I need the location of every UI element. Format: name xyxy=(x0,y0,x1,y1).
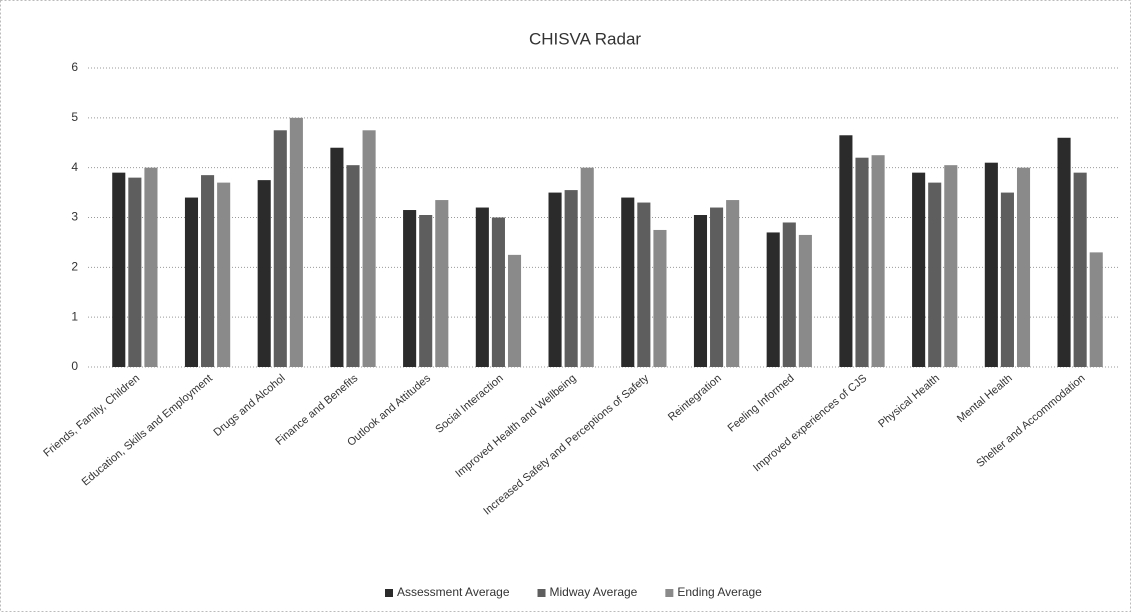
bar xyxy=(984,162,998,367)
bar xyxy=(710,207,724,367)
bar xyxy=(475,207,489,367)
bar xyxy=(403,210,417,367)
y-tick-label: 3 xyxy=(71,210,78,224)
bar xyxy=(766,232,780,367)
bar xyxy=(839,135,853,367)
bar xyxy=(273,130,287,367)
bar xyxy=(362,130,376,367)
bar xyxy=(1016,167,1031,367)
bar xyxy=(693,215,708,367)
bar xyxy=(1089,252,1103,367)
y-tick-label: 1 xyxy=(71,309,78,323)
bar xyxy=(1057,137,1071,367)
legend-swatch xyxy=(537,589,546,597)
legend-label: Midway Average xyxy=(550,585,638,599)
bar xyxy=(257,180,271,367)
bar xyxy=(855,157,869,367)
bar xyxy=(435,200,449,367)
y-tick-label: 4 xyxy=(71,160,78,174)
bar xyxy=(653,229,667,367)
bar xyxy=(928,182,942,367)
bar xyxy=(637,202,651,367)
bar xyxy=(726,200,740,367)
y-tick-label: 0 xyxy=(71,359,78,373)
chart-title: CHISVA Radar xyxy=(529,29,641,48)
bar xyxy=(346,165,360,367)
legend-swatch xyxy=(665,589,674,597)
bar xyxy=(912,172,926,367)
bar xyxy=(330,147,344,367)
bar xyxy=(580,167,594,367)
bar xyxy=(507,254,522,367)
bar xyxy=(144,167,158,367)
bar xyxy=(419,215,433,367)
bar xyxy=(564,190,578,367)
legend-label: Assessment Average xyxy=(397,585,510,599)
bar xyxy=(1073,172,1087,367)
bar xyxy=(217,182,231,367)
y-tick-label: 5 xyxy=(71,110,78,124)
bar xyxy=(491,217,505,367)
bar xyxy=(548,192,562,367)
bar xyxy=(621,197,635,367)
legend-swatch xyxy=(385,589,393,597)
y-tick-label: 2 xyxy=(71,260,78,274)
bar xyxy=(782,222,796,367)
bar xyxy=(798,234,812,367)
bar xyxy=(184,197,199,367)
bar xyxy=(128,177,142,367)
legend-label: Ending Average xyxy=(677,585,762,599)
bar xyxy=(944,165,958,367)
bar xyxy=(112,172,126,367)
bar xyxy=(1000,192,1014,367)
bar xyxy=(289,117,303,367)
bar xyxy=(201,175,215,367)
bar xyxy=(871,155,885,367)
y-tick-label: 6 xyxy=(71,60,78,74)
